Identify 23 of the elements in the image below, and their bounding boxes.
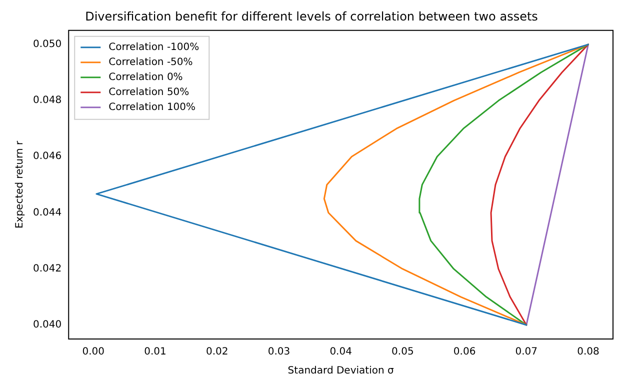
- legend-label: Correlation 0%: [108, 72, 183, 83]
- x-tick-label: 0.05: [392, 346, 414, 358]
- x-tick-label: 0.08: [577, 346, 600, 358]
- chart-title: Diversification benefit for different levels of correlation between two assets: [85, 9, 538, 24]
- x-tick-label: 0.02: [206, 346, 228, 358]
- x-tick-label: 0.03: [268, 346, 290, 358]
- y-tick-label: 0.050: [32, 39, 62, 50]
- y-tick-label: 0.040: [32, 320, 62, 331]
- legend-label: Correlation 50%: [108, 86, 190, 98]
- x-tick-label: 0.06: [453, 346, 476, 358]
- legend-label: Correlation -50%: [108, 56, 193, 68]
- x-tick-label: 0.04: [330, 346, 352, 358]
- y-tick-label: 0.048: [32, 95, 62, 106]
- x-tick-label: 0.00: [82, 346, 105, 358]
- y-axis-title: Expected return r: [14, 140, 26, 229]
- legend-label: Correlation -100%: [108, 42, 200, 53]
- y-tick-label: 0.044: [32, 207, 62, 218]
- legend-label: Correlation 100%: [108, 102, 196, 113]
- x-axis-title: Standard Deviation σ: [288, 366, 394, 377]
- x-tick-label: 0.07: [515, 346, 538, 358]
- y-tick-label: 0.042: [32, 263, 62, 274]
- y-tick-label: 0.046: [32, 151, 62, 162]
- x-tick-label: 0.01: [144, 346, 166, 358]
